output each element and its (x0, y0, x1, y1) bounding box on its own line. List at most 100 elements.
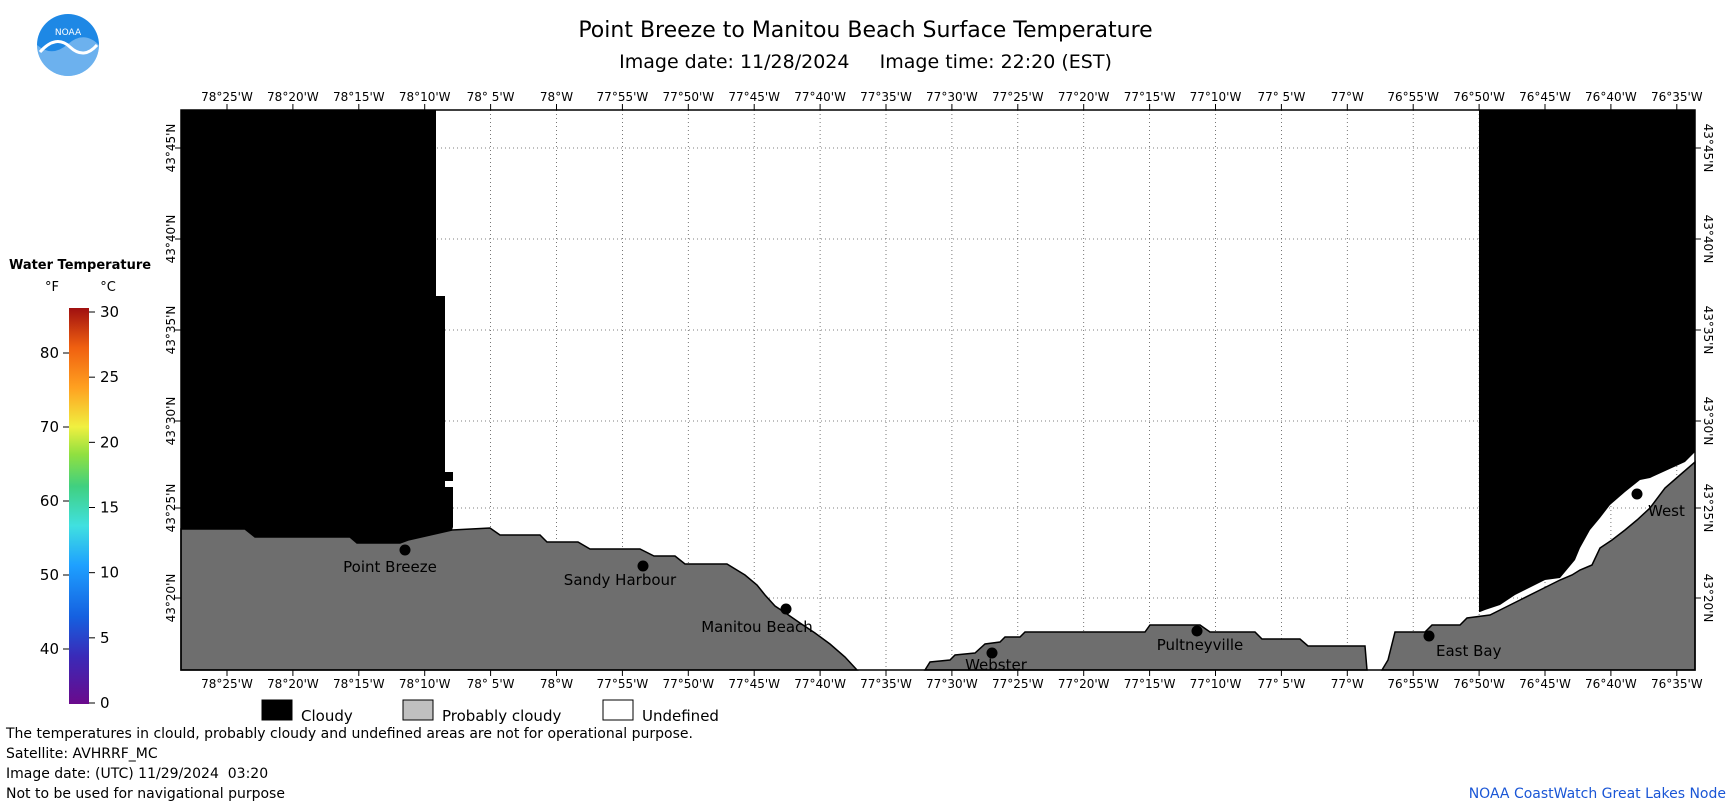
cloud-east (1479, 110, 1695, 612)
lon-label-top: 77°25'W (992, 90, 1044, 104)
lat-label-right: 43°30'N (1701, 397, 1715, 446)
place-marker-dot (1631, 488, 1643, 500)
legend-swatch-undefined (602, 699, 634, 721)
map-border (180, 109, 1696, 671)
lon-label-bottom: 77°15'W (1124, 677, 1176, 691)
lon-label-bottom: 76°35'W (1651, 677, 1703, 691)
lat-label-left: 43°25'N (164, 484, 178, 533)
lon-label-bottom: 78°25'W (201, 677, 253, 691)
lat-label-left: 43°45'N (164, 124, 178, 173)
legend-label-cloudy: Cloudy (301, 707, 353, 725)
colorbar-label-c: 25 (100, 368, 119, 386)
colorbar-label-f: 50 (40, 566, 59, 584)
lat-label-right: 43°40'N (1701, 215, 1715, 264)
lon-label-bottom: 78°W (540, 677, 573, 691)
place-marker-dot (1191, 625, 1203, 637)
image-time: Image time: 22:20 (EST) (879, 51, 1112, 73)
image-date-time: Image date: 11/28/2024 Image time: 22:20… (0, 51, 1731, 73)
lon-label-top: 78°10'W (399, 90, 451, 104)
lon-label-top: 77°15'W (1124, 90, 1176, 104)
image-date: Image date: 11/28/2024 (619, 51, 850, 73)
place-marker-dot (637, 560, 649, 572)
lon-label-bottom: 78°10'W (399, 677, 451, 691)
lat-label-right: 43°20'N (1701, 574, 1715, 623)
place-marker-dot (986, 647, 998, 659)
lon-label-top: 77°50'W (662, 90, 714, 104)
lon-label-top: 77°W (1331, 90, 1364, 104)
lat-label-left: 43°30'N (164, 397, 178, 446)
lat-label-right: 43°25'N (1701, 484, 1715, 533)
legend-swatch-cloudy (261, 699, 293, 721)
colorbar-label-c: 15 (100, 499, 119, 517)
colorbar-gradient (69, 308, 89, 704)
disclaimer-text: The temperatures in clould, probably clo… (6, 726, 693, 742)
place-marker-dot (1423, 630, 1435, 642)
lon-label-bottom: 77°50'W (662, 677, 714, 691)
colorbar-label-c: 10 (100, 564, 119, 582)
lon-label-top: 77°10'W (1190, 90, 1242, 104)
credit-text: NOAA CoastWatch Great Lakes Node (1468, 786, 1726, 802)
lon-label-top: 78°20'W (267, 90, 319, 104)
longitude-labels-bottom: 78°25'W 78°20'W 78°15'W 78°10'W 78° 5'W 78°W 7… (201, 670, 1703, 691)
lon-label-top: 78° 5'W (467, 90, 515, 104)
lon-label-bottom: 77° 5'W (1257, 677, 1305, 691)
navigation-warning: Not to be used for navigational purpose (6, 786, 285, 802)
lon-label-bottom: 77°30'W (926, 677, 978, 691)
place-label: Manitou Beach (701, 618, 813, 636)
colorbar-label-f: 40 (40, 640, 59, 658)
colorbar-label-c: 0 (100, 694, 110, 712)
lon-label-bottom: 78°20'W (267, 677, 319, 691)
lon-label-bottom: 76°55'W (1387, 677, 1439, 691)
lon-label-bottom: 77°10'W (1190, 677, 1242, 691)
lon-label-top: 78°15'W (333, 90, 385, 104)
lon-label-bottom: 77°20'W (1058, 677, 1110, 691)
lon-label-top: 76°55'W (1387, 90, 1439, 104)
place-label: West (1648, 502, 1685, 520)
cloud-west (181, 110, 453, 543)
legend-label-undefined: Undefined (642, 707, 719, 725)
place-label: Point Breeze (343, 558, 437, 576)
colorbar-unit-c: °C (100, 280, 116, 295)
south-shore-east (1380, 460, 1696, 671)
colorbar-label-f: 80 (40, 344, 59, 362)
colorbar-unit-f: °F (45, 280, 59, 295)
lon-label-bottom: 76°45'W (1519, 677, 1571, 691)
place-label: Webster (965, 656, 1028, 674)
colorbar-label-f: 70 (40, 418, 59, 436)
lon-label-bottom: 77°45'W (728, 677, 780, 691)
lon-label-bottom: 76°50'W (1453, 677, 1505, 691)
lat-label-right: 43°45'N (1701, 124, 1715, 173)
lon-label-top: 76°40'W (1585, 90, 1637, 104)
cloud-legend: Cloudy Probably cloudy Undefined (261, 699, 719, 725)
lon-label-bottom: 77°W (1331, 677, 1364, 691)
legend-label-probably-cloudy: Probably cloudy (442, 707, 561, 725)
lat-label-left: 43°40'N (164, 215, 178, 264)
lon-label-bottom: 77°55'W (597, 677, 649, 691)
lon-label-bottom: 77°25'W (992, 677, 1044, 691)
colorbar-label-f: 60 (40, 492, 59, 510)
lon-label-top: 77°30'W (926, 90, 978, 104)
lon-label-bottom: 78°15'W (333, 677, 385, 691)
lon-label-bottom: 77°40'W (794, 677, 846, 691)
latitude-labels-left: 43°45'N 43°40'N 43°35'N 43°30'N 43°25'N 43°20… (164, 124, 181, 622)
page-title: Point Breeze to Manitou Beach Surface Te… (578, 18, 1153, 43)
noaa-logo: NOAA (37, 14, 99, 76)
colorbar-title: Water Temperature (9, 258, 151, 273)
colorbar-label-c: 20 (100, 433, 119, 451)
cloud-masks (181, 110, 1695, 612)
place-label: East Bay (1436, 642, 1502, 660)
lon-label-bottom: 77°35'W (860, 677, 912, 691)
lon-label-top: 77°20'W (1058, 90, 1110, 104)
colorbar-label-c: 30 (100, 303, 119, 321)
lat-label-left: 43°35'N (164, 306, 178, 355)
place-label: Pultneyville (1157, 636, 1244, 654)
land-areas (180, 460, 1696, 671)
lat-label-right: 43°35'N (1701, 306, 1715, 355)
lon-label-top: 76°35'W (1651, 90, 1703, 104)
satellite-text: Satellite: AVHRRF_MC (6, 746, 158, 762)
place-markers: Point Breeze Sandy Harbour Manitou Beach We… (343, 488, 1685, 674)
lon-label-top: 77° 5'W (1257, 90, 1305, 104)
